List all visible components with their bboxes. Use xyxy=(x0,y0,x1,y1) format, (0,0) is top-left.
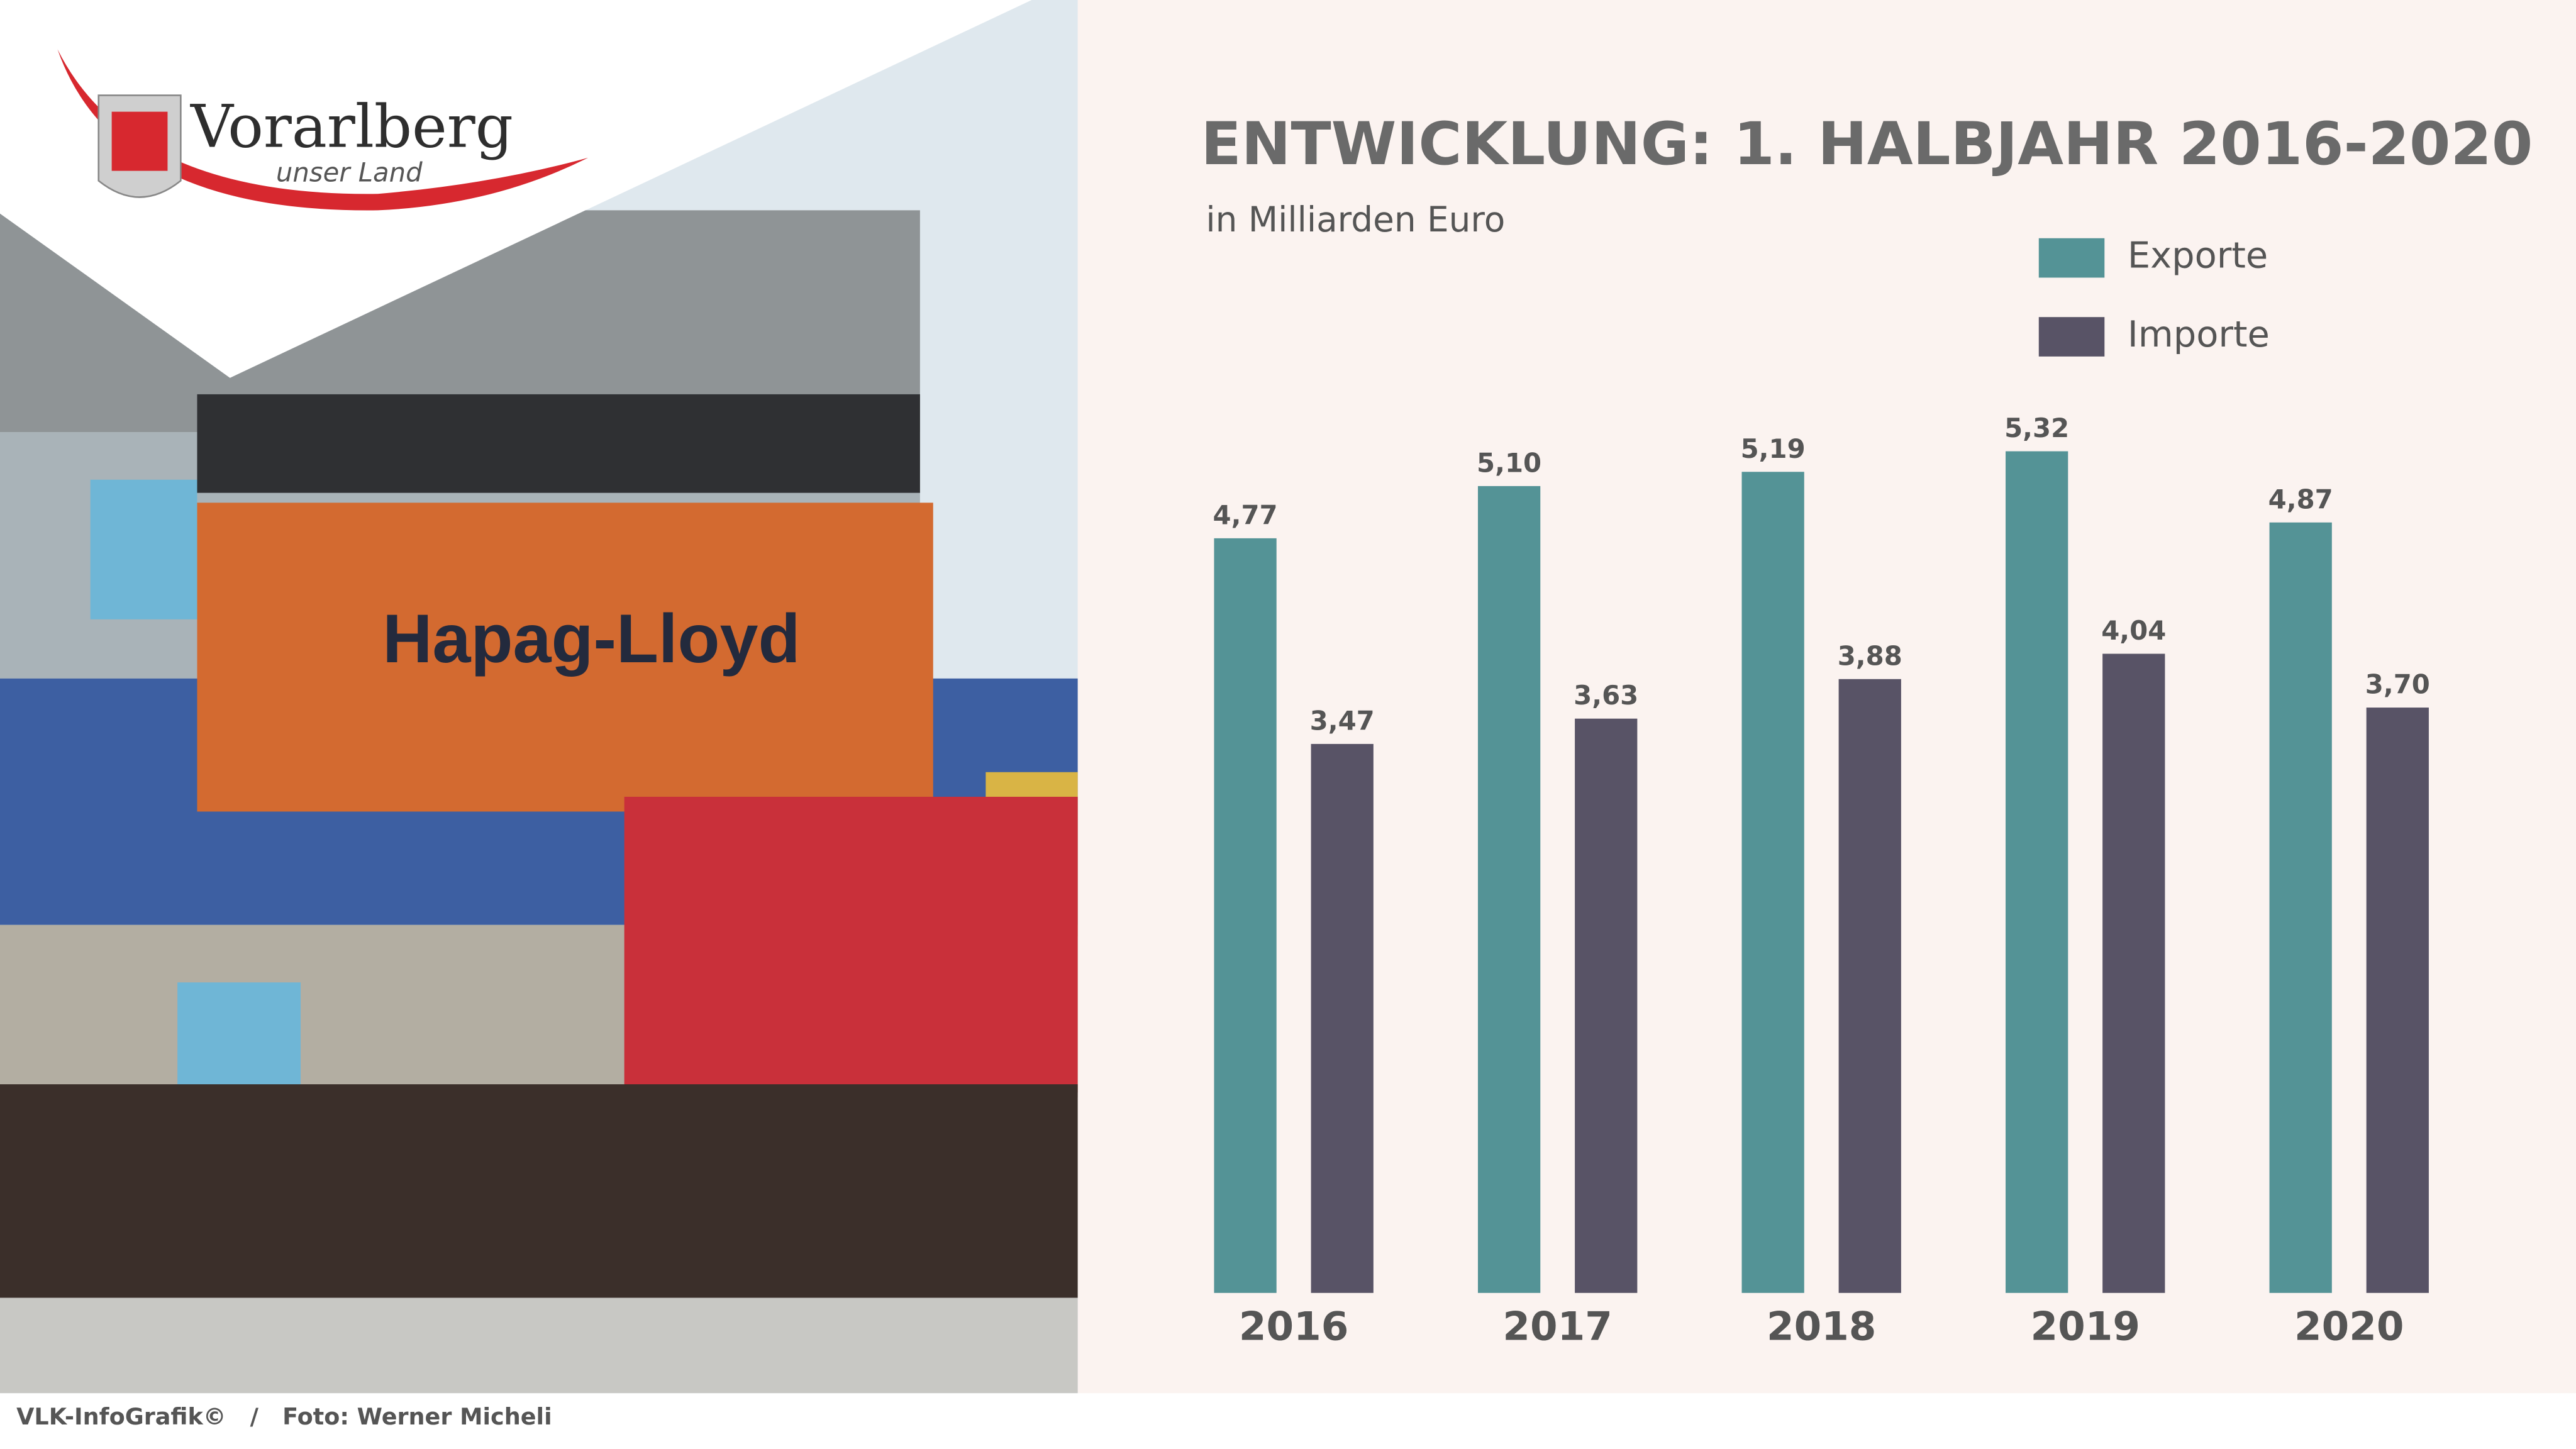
bar xyxy=(1838,679,1901,1293)
photo: Hapag-Lloyd xyxy=(0,0,1078,1394)
logo-swoosh xyxy=(57,49,589,211)
value-label: 4,77 xyxy=(1213,499,1278,530)
bar xyxy=(1214,538,1277,1293)
container-logo xyxy=(90,479,197,619)
x-tick-label: 2017 xyxy=(1502,1303,1612,1349)
x-tick-label: 2018 xyxy=(1767,1303,1876,1349)
value-label: 4,87 xyxy=(2268,484,2333,514)
bar xyxy=(1575,718,1638,1293)
logo: Vorarlberg unser Land xyxy=(57,49,589,211)
value-label: 3,63 xyxy=(1574,680,1638,711)
value-label: 4,04 xyxy=(2101,615,2166,646)
x-tick-label: 2016 xyxy=(1239,1303,1348,1349)
logo-tagline: unser Land xyxy=(276,157,423,187)
value-label: 5,32 xyxy=(2004,413,2069,443)
bar xyxy=(1477,486,1541,1293)
chart-title: ENTWICKLUNG: 1. HALBJAHR 2016-2020 xyxy=(1201,110,2533,179)
bar xyxy=(2366,708,2429,1293)
legend-label: Exporte xyxy=(2128,235,2268,277)
bar xyxy=(2269,522,2332,1293)
bar xyxy=(1311,743,1374,1293)
legend-label: Importe xyxy=(2128,313,2270,355)
spreader xyxy=(197,394,920,493)
x-tick-label: 2019 xyxy=(2030,1303,2140,1349)
footer-credit: VLK-InfoGrafik© / Foto: Werner Micheli xyxy=(16,1403,552,1430)
legend-swatch xyxy=(2038,317,2105,357)
legend-swatch xyxy=(2038,238,2105,278)
rail-car xyxy=(0,1084,1078,1298)
value-label: 3,47 xyxy=(1310,705,1375,736)
bar xyxy=(2102,653,2165,1293)
chart-subtitle: in Milliarden Euro xyxy=(1206,199,1505,240)
value-label: 3,70 xyxy=(2365,669,2430,700)
bar xyxy=(1741,472,1804,1293)
crane-vehicle xyxy=(624,796,1078,1093)
value-label: 3,88 xyxy=(1838,640,1902,671)
white-corner xyxy=(0,0,1032,378)
value-label: 5,10 xyxy=(1477,447,1541,478)
logo-name: Vorarlberg xyxy=(190,92,513,161)
hapag-container xyxy=(197,502,933,812)
bar xyxy=(2006,451,2068,1293)
logo-banner xyxy=(111,111,168,171)
ground xyxy=(0,1297,1078,1394)
container-brand: Hapag-Lloyd xyxy=(382,601,800,677)
container-logo xyxy=(177,982,301,1089)
x-tick-label: 2020 xyxy=(2294,1303,2404,1349)
value-label: 5,19 xyxy=(1741,433,1806,464)
